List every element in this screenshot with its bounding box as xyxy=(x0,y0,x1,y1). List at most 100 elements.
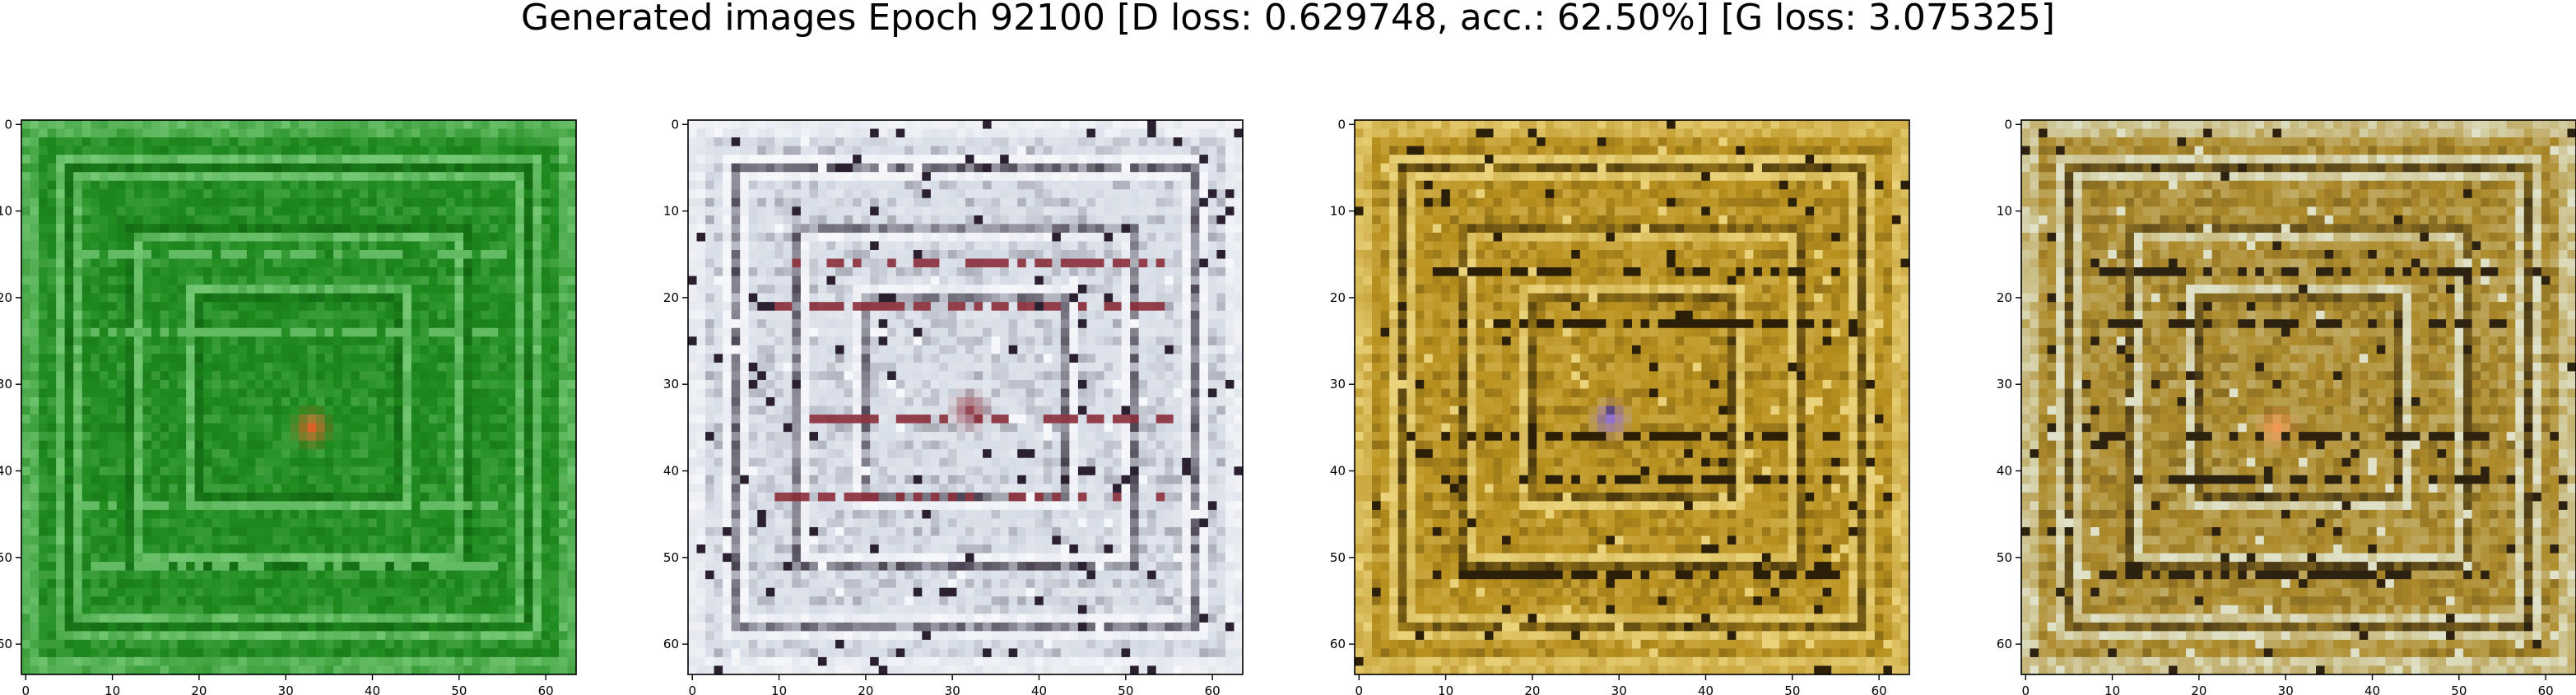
pixel-cell xyxy=(437,562,447,572)
pixel-cell xyxy=(21,475,31,484)
pixel-cell xyxy=(523,622,533,632)
pixel-cell xyxy=(39,249,49,260)
pixel-cell xyxy=(177,466,187,476)
pixel-cell xyxy=(402,189,412,199)
pixel-cell xyxy=(151,267,161,277)
pixel-cell xyxy=(91,656,100,667)
pixel-cell xyxy=(299,285,309,294)
pixel-cell xyxy=(212,518,221,528)
pixel-cell xyxy=(229,526,239,537)
pixel-cell xyxy=(567,484,577,493)
pixel-cell xyxy=(73,232,83,243)
pixel-cell xyxy=(809,137,819,147)
pixel-cell xyxy=(1207,137,1218,147)
pixel-cell xyxy=(307,648,317,658)
pixel-cell xyxy=(194,518,204,528)
pixel-cell xyxy=(376,535,386,545)
pixel-cell xyxy=(290,336,300,346)
pixel-cell xyxy=(835,137,845,147)
pixel-cell xyxy=(1130,206,1140,216)
pixel-cell xyxy=(281,285,291,294)
pixel-cell xyxy=(316,579,326,589)
pixel-cell xyxy=(550,535,560,545)
pixel-cell xyxy=(550,449,560,459)
pixel-cell xyxy=(550,388,560,398)
pixel-cell xyxy=(731,206,741,216)
pixel-cell xyxy=(393,379,403,390)
pixel-cell xyxy=(255,665,265,675)
pixel-cell xyxy=(81,648,91,658)
pixel-cell xyxy=(783,163,793,173)
pixel-cell xyxy=(221,475,230,484)
pixel-cell xyxy=(39,562,49,572)
pixel-cell xyxy=(714,128,723,138)
pixel-cell xyxy=(342,276,351,285)
pixel-cell xyxy=(281,379,291,390)
pixel-cell xyxy=(376,215,386,225)
pixel-cell xyxy=(263,432,274,442)
pixel-cell xyxy=(47,501,57,511)
pixel-cell xyxy=(541,440,551,450)
x-tick-label: 0 xyxy=(21,683,30,695)
pixel-cell xyxy=(116,449,126,459)
pixel-cell xyxy=(368,484,378,493)
pixel-cell xyxy=(194,206,204,216)
pixel-cell xyxy=(567,285,577,294)
pixel-cell xyxy=(194,137,204,147)
pixel-cell xyxy=(91,553,100,563)
pixel-cell xyxy=(39,579,49,589)
pixel-cell xyxy=(177,379,187,390)
pixel-cell xyxy=(420,397,430,407)
pixel-cell xyxy=(333,197,343,207)
pixel-cell xyxy=(281,146,291,155)
pixel-cell xyxy=(498,276,508,285)
pixel-cell xyxy=(246,622,256,632)
pixel-cell xyxy=(56,605,66,614)
pixel-cell xyxy=(446,310,456,320)
pixel-cell xyxy=(263,440,274,450)
pixel-cell xyxy=(481,484,491,493)
pixel-cell xyxy=(160,405,170,415)
pixel-cell xyxy=(56,354,66,364)
pixel-cell xyxy=(116,605,126,614)
pixel-cell xyxy=(229,172,239,182)
pixel-cell xyxy=(368,570,378,580)
pixel-cell xyxy=(402,423,412,433)
pixel-cell xyxy=(498,206,508,216)
pixel-cell xyxy=(498,354,508,364)
pixel-cell xyxy=(290,509,300,520)
pixel-cell xyxy=(290,388,300,398)
pixel-cell xyxy=(255,631,265,641)
pixel-cell xyxy=(463,128,473,138)
pixel-cell xyxy=(558,180,569,190)
pixel-cell xyxy=(238,492,248,502)
pixel-cell xyxy=(125,656,135,667)
pixel-cell xyxy=(307,423,317,433)
pixel-cell xyxy=(1190,120,1200,130)
pixel-cell xyxy=(125,639,135,650)
pixel-cell xyxy=(186,562,196,572)
pixel-cell xyxy=(221,423,230,433)
pixel-cell xyxy=(532,415,542,424)
pixel-cell xyxy=(324,327,334,337)
pixel-cell xyxy=(783,172,793,182)
pixel-cell xyxy=(108,405,118,415)
pixel-cell xyxy=(463,457,473,467)
pixel-cell xyxy=(757,224,767,234)
pixel-cell xyxy=(281,310,291,320)
pixel-cell xyxy=(307,432,317,442)
pixel-cell xyxy=(99,526,109,537)
pixel-cell xyxy=(177,249,187,260)
pixel-cell xyxy=(481,249,491,260)
pixel-cell xyxy=(765,155,775,164)
pixel-cell xyxy=(160,120,170,130)
pixel-cell xyxy=(489,276,499,285)
pixel-cell xyxy=(1086,128,1096,138)
pixel-cell xyxy=(81,155,91,164)
pixel-cell xyxy=(437,379,447,390)
pixel-cell xyxy=(351,440,360,450)
pixel-cell xyxy=(221,553,230,563)
pixel-cell xyxy=(324,449,334,459)
pixel-cell xyxy=(246,319,256,329)
pixel-cell xyxy=(463,293,473,303)
